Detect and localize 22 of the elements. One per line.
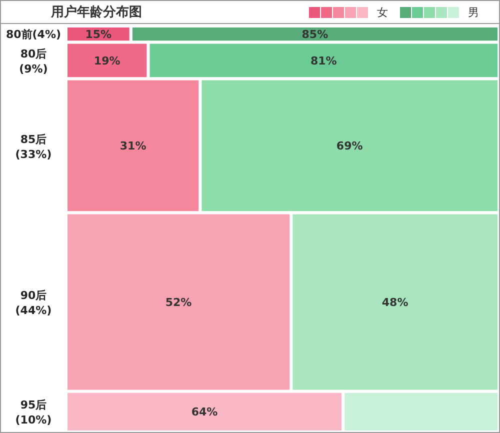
category-label: 90后 — [20, 289, 47, 302]
category-label: 80前 — [6, 28, 32, 42]
text: 用户年龄分布图 — [50, 4, 143, 21]
data-label: (10%) — [15, 414, 52, 427]
category-label: 80后 — [20, 48, 47, 61]
data-label: (44%) — [15, 304, 52, 318]
category-label: 85后 — [20, 132, 47, 146]
data-label: 15% — [85, 28, 112, 42]
data-label: 48% — [382, 296, 408, 309]
legend-label: 女 — [377, 4, 388, 20]
data-label: 81% — [310, 54, 337, 68]
data-label: 19% — [94, 54, 120, 68]
data-label: 52% — [165, 296, 192, 309]
data-label: (33%) — [15, 148, 52, 161]
data-label: (4%) — [32, 28, 61, 42]
data-label: (9%) — [19, 62, 48, 76]
category-label: 95后 — [20, 398, 47, 412]
legend-label: 男 — [468, 4, 479, 20]
data-label: 31% — [120, 140, 146, 153]
data-label: 64% — [191, 406, 218, 419]
data-label: 69% — [336, 140, 363, 153]
data-label: 85% — [302, 28, 328, 42]
